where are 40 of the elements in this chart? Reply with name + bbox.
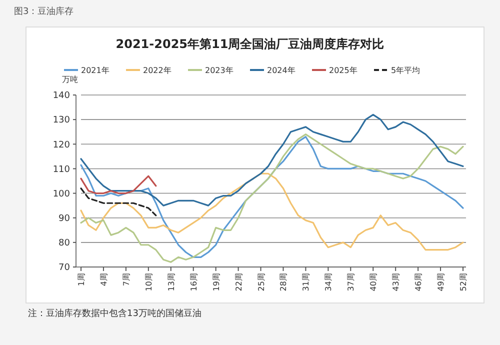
x-tick-label: 34周 — [324, 273, 334, 292]
text: 注：豆油库存数据中包含13万吨的国储豆油 — [28, 308, 202, 319]
x-tick-label: 16周 — [189, 273, 198, 292]
line-series — [80, 172, 464, 251]
x-tick-label: 4周 — [99, 273, 108, 286]
legend-label: 2022年 — [143, 66, 172, 75]
x-tick-label: 28周 — [279, 273, 288, 292]
y-axis-title: 万吨 — [62, 75, 78, 84]
y-tick-label: 110 — [52, 164, 70, 175]
y-tick-label: 130 — [52, 116, 70, 126]
x-tick-label: 22周 — [234, 273, 244, 292]
x-tick-label: 31周 — [302, 273, 311, 292]
y-tick-label: 140 — [52, 91, 70, 102]
line-series — [80, 175, 157, 194]
x-tick-label: 7周 — [122, 273, 131, 286]
x-tick-label: 52周 — [459, 273, 468, 292]
x-tick-label: 25周 — [256, 273, 266, 292]
y-tick-label: 100 — [52, 189, 70, 200]
legend-label: 5年平均 — [391, 66, 420, 75]
x-tick-label: 43周 — [392, 273, 401, 292]
caption: 图3：豆油库存 — [14, 6, 74, 17]
y-tick-label: 90 — [58, 214, 70, 224]
legend-label: 2025年 — [329, 66, 358, 75]
legend-label: 2021年 — [81, 66, 110, 75]
y-tick-label: 80 — [58, 238, 70, 249]
x-tick-label: 46周 — [414, 273, 424, 292]
x-tick-label: 10周 — [144, 273, 154, 292]
x-tick-label: 49周 — [436, 273, 446, 292]
line-series — [80, 114, 464, 206]
y-tick-label: 120 — [52, 140, 70, 150]
x-tick-label: 13周 — [166, 273, 176, 292]
line-series — [80, 188, 157, 216]
x-tick-label: 37周 — [346, 273, 356, 292]
legend-label: 2023年 — [205, 66, 234, 75]
chart-title: 2021-2025年第11周全国油厂豆油周度库存对比 — [116, 37, 384, 51]
y-tick-label: 70 — [58, 263, 70, 274]
legend-label: 2024年 — [267, 66, 296, 75]
x-tick-label: 19周 — [212, 273, 221, 292]
x-tick-label: 40周 — [369, 273, 378, 292]
x-tick-label: 1周 — [77, 273, 86, 286]
